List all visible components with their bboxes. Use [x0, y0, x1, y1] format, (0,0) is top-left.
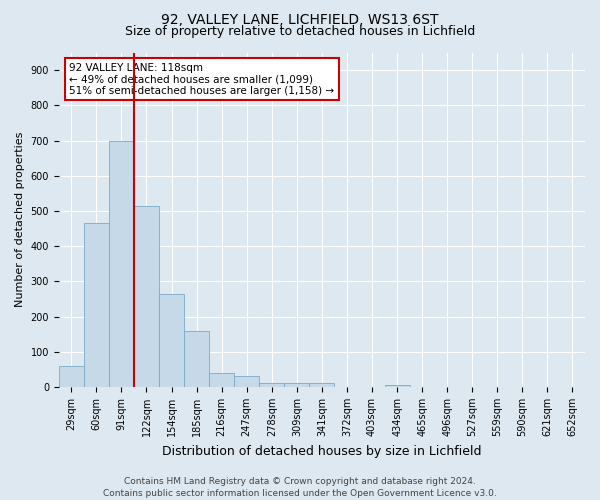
Bar — [59, 366, 84, 387]
Text: Contains HM Land Registry data © Crown copyright and database right 2024.
Contai: Contains HM Land Registry data © Crown c… — [103, 476, 497, 498]
Bar — [184, 330, 209, 387]
Bar — [310, 384, 334, 387]
Bar — [84, 223, 109, 387]
Y-axis label: Number of detached properties: Number of detached properties — [15, 132, 25, 308]
Bar — [134, 206, 159, 387]
Text: 92, VALLEY LANE, LICHFIELD, WS13 6ST: 92, VALLEY LANE, LICHFIELD, WS13 6ST — [161, 12, 439, 26]
Bar — [234, 376, 259, 387]
Bar — [284, 384, 310, 387]
Text: Size of property relative to detached houses in Lichfield: Size of property relative to detached ho… — [125, 25, 475, 38]
X-axis label: Distribution of detached houses by size in Lichfield: Distribution of detached houses by size … — [162, 444, 482, 458]
Bar — [385, 385, 410, 387]
Bar — [159, 294, 184, 387]
Bar — [259, 382, 284, 387]
Bar — [109, 140, 134, 387]
Text: 92 VALLEY LANE: 118sqm
← 49% of detached houses are smaller (1,099)
51% of semi-: 92 VALLEY LANE: 118sqm ← 49% of detached… — [70, 62, 334, 96]
Bar — [209, 373, 234, 387]
